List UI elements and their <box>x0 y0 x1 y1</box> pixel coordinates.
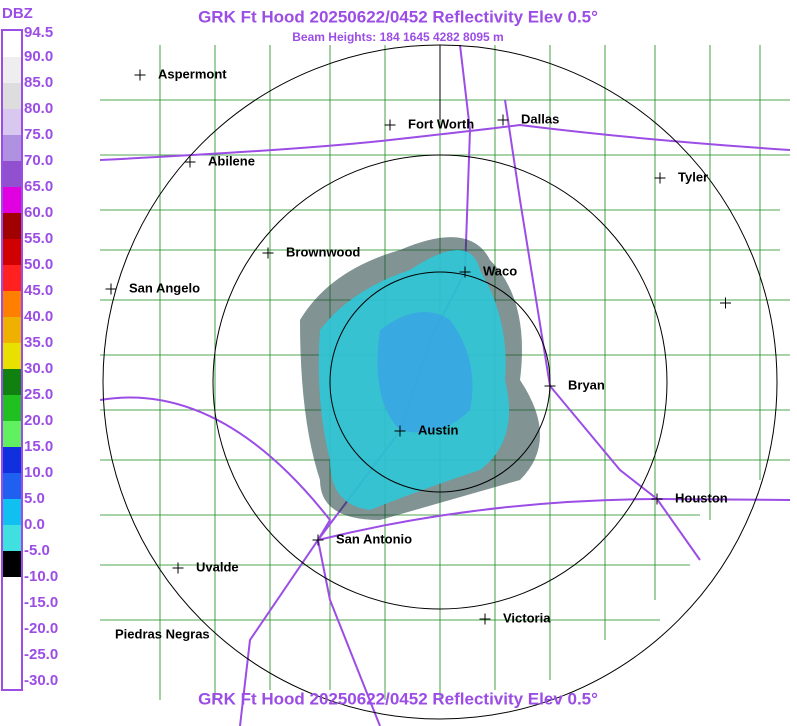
colorbar-swatch <box>3 551 21 577</box>
colorbar-label: -10.0 <box>24 568 58 585</box>
colorbar-label: -5.0 <box>24 542 50 559</box>
city-label: Dallas <box>521 111 559 126</box>
colorbar-label: 85.0 <box>24 74 53 91</box>
colorbar-swatch <box>3 33 21 57</box>
city-marker <box>172 562 184 574</box>
colorbar-label: 50.0 <box>24 256 53 273</box>
radar-echoes <box>300 237 540 520</box>
colorbar-label: -30.0 <box>24 672 58 689</box>
colorbar-swatch <box>3 473 21 499</box>
city-marker <box>105 283 117 295</box>
colorbar-swatch <box>3 187 21 213</box>
colorbar-label: 45.0 <box>24 282 53 299</box>
colorbar-label: 80.0 <box>24 100 53 117</box>
city-label: Austin <box>418 422 459 437</box>
city-marker <box>384 119 396 131</box>
city-label: Houston <box>675 490 728 505</box>
colorbar-label: 20.0 <box>24 412 53 429</box>
colorbar-swatch <box>3 109 21 135</box>
city-label: San Antonio <box>336 531 412 546</box>
footer-title: GRK Ft Hood 20250622/0452 Reflectivity E… <box>198 689 598 708</box>
colorbar-swatch <box>3 57 21 83</box>
colorbar-label: -25.0 <box>24 646 58 663</box>
colorbar-label: 25.0 <box>24 386 53 403</box>
colorbar-label: 30.0 <box>24 360 53 377</box>
city-label: Uvalde <box>196 559 239 574</box>
colorbar-unit: DBZ <box>2 5 33 22</box>
colorbar-swatch <box>3 239 21 265</box>
colorbar-label: 90.0 <box>24 48 53 65</box>
colorbar-label: 75.0 <box>24 126 53 143</box>
city-label: Waco <box>483 263 517 278</box>
colorbar-label: 60.0 <box>24 204 53 221</box>
city-marker <box>459 266 471 278</box>
colorbar-swatch <box>3 291 21 317</box>
colorbar-label: 70.0 <box>24 152 53 169</box>
city-marker <box>262 247 274 259</box>
colorbar-label: 5.0 <box>24 490 45 507</box>
colorbar-label: 40.0 <box>24 308 53 325</box>
colorbar-swatch <box>3 525 21 551</box>
colorbar-label: 0.0 <box>24 516 45 533</box>
colorbar-label: -15.0 <box>24 594 58 611</box>
city-label: Fort Worth <box>408 116 474 131</box>
city-marker <box>544 380 556 392</box>
colorbar-swatch <box>3 499 21 525</box>
colorbar-label: 15.0 <box>24 438 53 455</box>
colorbar-frame <box>1 29 23 691</box>
colorbar-swatch <box>3 577 21 603</box>
city-label: Victoria <box>503 610 551 625</box>
city-marker <box>184 156 196 168</box>
colorbar-swatch <box>3 655 21 681</box>
colorbar-label: -20.0 <box>24 620 58 637</box>
colorbar-swatch <box>3 317 21 343</box>
colorbar-swatch <box>3 83 21 109</box>
colorbar-swatch <box>3 603 21 629</box>
city-label: Tyler <box>678 169 708 184</box>
city-label: Brownwood <box>286 244 360 259</box>
colorbar-label: 55.0 <box>24 230 53 247</box>
city-label: Aspermont <box>158 66 227 81</box>
city-marker <box>479 613 491 625</box>
colorbar-swatch <box>3 343 21 369</box>
colorbar-swatch <box>3 447 21 473</box>
city-marker <box>654 172 666 184</box>
city-label: San Angelo <box>129 280 200 295</box>
title: GRK Ft Hood 20250622/0452 Reflectivity E… <box>198 7 598 26</box>
colorbar-swatch <box>3 213 21 239</box>
city-marker <box>312 534 324 546</box>
colorbar-swatch <box>3 369 21 395</box>
colorbar-label: 94.5 <box>24 24 53 41</box>
colorbar-swatch <box>3 421 21 447</box>
colorbar-swatch <box>3 161 21 187</box>
city-marker <box>651 493 663 505</box>
colorbar-swatch <box>3 395 21 421</box>
range-rings <box>102 44 778 720</box>
city-label: Bryan <box>568 377 605 392</box>
city-marker <box>497 114 509 126</box>
city-marker <box>394 425 406 437</box>
colorbar-swatch <box>3 135 21 161</box>
colorbar-swatch <box>3 629 21 655</box>
city-label: Piedras Negras <box>115 626 210 641</box>
colorbar-swatch <box>3 265 21 291</box>
colorbar-label: 65.0 <box>24 178 53 195</box>
city-label: Abilene <box>208 153 255 168</box>
city-marker <box>720 297 731 309</box>
subtitle: Beam Heights: 184 1645 4282 8095 m <box>292 30 503 44</box>
city-marker <box>134 69 146 81</box>
colorbar-label: 10.0 <box>24 464 53 481</box>
colorbar-label: 35.0 <box>24 334 53 351</box>
